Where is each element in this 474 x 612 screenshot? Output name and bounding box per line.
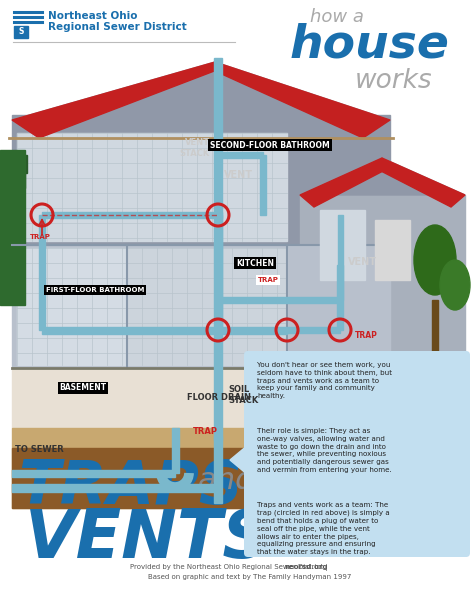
Bar	[287, 327, 340, 333]
Text: VENT
STACK: VENT STACK	[180, 138, 210, 158]
Text: FIRST-FLOOR BATHROOM: FIRST-FLOOR BATHROOM	[46, 287, 144, 293]
Bar	[0, 150, 25, 305]
Text: SECOND-FLOOR BATHROOM: SECOND-FLOOR BATHROOM	[210, 141, 330, 149]
Bar	[0, 200, 21, 218]
Bar	[218, 297, 340, 303]
Polygon shape	[300, 158, 385, 207]
Bar	[338, 215, 343, 300]
Polygon shape	[230, 445, 248, 475]
Bar	[127, 248, 287, 365]
Text: Based on graphic and text by The Family Handyman 1997: Based on graphic and text by The Family …	[148, 574, 351, 580]
Bar	[12, 448, 467, 508]
Text: FLOOR DRAIN: FLOOR DRAIN	[187, 394, 251, 403]
Text: Regional Sewer District: Regional Sewer District	[48, 22, 187, 32]
Bar	[1, 215, 19, 233]
Text: KITCHEN: KITCHEN	[236, 258, 274, 267]
Text: You don't hear or see them work, you
seldom have to think about them, but
traps : You don't hear or see them work, you sel…	[257, 362, 392, 399]
Bar	[0, 170, 25, 188]
Text: VENT: VENT	[348, 257, 377, 267]
Text: Provided by the Northeast Ohio Regional Sewer District |: Provided by the Northeast Ohio Regional …	[130, 564, 330, 571]
Ellipse shape	[414, 225, 456, 295]
Bar	[14, 26, 28, 38]
Bar	[12, 368, 252, 428]
Bar	[337, 265, 343, 330]
FancyBboxPatch shape	[244, 351, 470, 557]
Polygon shape	[12, 62, 390, 120]
Bar	[17, 248, 127, 365]
Bar	[12, 484, 218, 492]
Bar	[42, 212, 222, 218]
Text: S: S	[18, 28, 24, 37]
Bar	[12, 428, 467, 508]
Bar	[432, 300, 438, 360]
Bar	[12, 245, 390, 368]
Bar	[214, 436, 222, 503]
Text: Their role is simple: They act as
one-way valves, allowing water and
waste to go: Their role is simple: They act as one-wa…	[257, 428, 392, 472]
Bar	[260, 155, 266, 215]
Polygon shape	[300, 158, 465, 195]
Text: TRAPS: TRAPS	[18, 458, 243, 517]
Bar	[39, 215, 45, 330]
Polygon shape	[211, 62, 390, 138]
Bar	[42, 327, 287, 334]
Text: how a: how a	[310, 8, 364, 26]
Bar	[320, 210, 365, 280]
Text: VENTS: VENTS	[25, 506, 272, 572]
Bar	[0, 155, 27, 173]
Text: Traps and vents work as a team: The
trap (circled in red above) is simply a
bend: Traps and vents work as a team: The trap…	[257, 502, 390, 555]
FancyBboxPatch shape	[17, 133, 287, 241]
Text: works: works	[355, 68, 433, 94]
Bar	[218, 152, 263, 158]
Polygon shape	[12, 62, 219, 138]
Text: BASEMENT: BASEMENT	[59, 384, 107, 392]
Text: Northeast Ohio: Northeast Ohio	[48, 11, 137, 21]
Text: TRAP: TRAP	[355, 330, 378, 340]
Bar	[0, 185, 23, 203]
Text: TRAP: TRAP	[257, 277, 278, 283]
Bar	[172, 428, 179, 473]
Text: and: and	[198, 466, 255, 495]
Text: TO SEWER: TO SEWER	[15, 446, 64, 455]
Bar	[14, 255, 24, 295]
Bar	[300, 195, 465, 368]
Bar	[12, 470, 175, 477]
Polygon shape	[379, 158, 465, 207]
Text: VENT: VENT	[224, 170, 253, 180]
Text: TRAP: TRAP	[193, 428, 218, 436]
Text: SOIL
STACK: SOIL STACK	[228, 385, 258, 405]
Bar	[375, 220, 410, 280]
Bar	[12, 115, 390, 245]
Bar	[215, 215, 222, 330]
Text: neorsd.org: neorsd.org	[284, 564, 328, 570]
Ellipse shape	[440, 260, 470, 310]
Text: TRAP: TRAP	[30, 234, 51, 240]
Text: house: house	[290, 22, 450, 67]
Bar	[214, 58, 222, 440]
